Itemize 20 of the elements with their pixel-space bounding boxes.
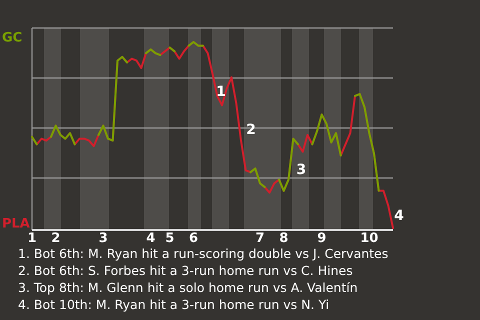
- text: 4. Bot 10th: M. Ryan hit a 3-run home run vs N. Yi: [18, 297, 330, 312]
- x-tick-label: 9: [317, 231, 326, 246]
- annotation: 1: [216, 84, 226, 100]
- x-tick-label: 2: [51, 231, 60, 246]
- annotation: 3: [296, 162, 306, 178]
- text: GC: [2, 30, 22, 46]
- annotation: 2: [246, 122, 256, 138]
- x-tick-label: 4: [146, 231, 156, 246]
- text: 3. Top 8th: M. Glenn hit a solo home run vs A. Valentín: [18, 280, 358, 295]
- x-tick-label: 5: [165, 231, 174, 246]
- x-tick-label: 6: [188, 231, 198, 246]
- x-tick-label: 3: [98, 231, 108, 246]
- text: 2. Bot 6th: S. Forbes hit a 3-run home run vs C. Hines: [18, 263, 353, 278]
- text: PLA: [2, 216, 30, 232]
- text: 4: [394, 208, 404, 224]
- x-tick-label: 10: [360, 231, 378, 246]
- x-tick-label: 8: [279, 231, 288, 246]
- text: 1. Bot 6th: M. Ryan hit a run-scoring double vs J. Cervantes: [18, 246, 388, 261]
- x-tick-label: 7: [255, 231, 265, 246]
- x-tick-label: 1: [27, 231, 37, 246]
